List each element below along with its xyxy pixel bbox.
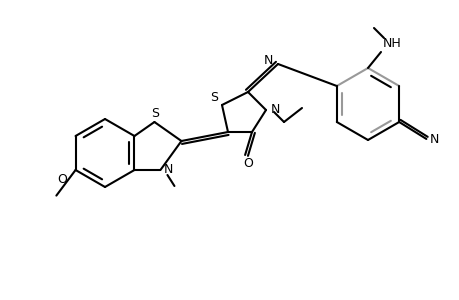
Text: N: N xyxy=(270,103,279,116)
Text: NH: NH xyxy=(382,37,401,50)
Text: O: O xyxy=(57,173,67,186)
Text: S: S xyxy=(210,91,218,103)
Text: N: N xyxy=(163,163,173,176)
Text: O: O xyxy=(243,158,252,170)
Text: N: N xyxy=(263,53,272,67)
Text: N: N xyxy=(429,134,438,146)
Text: S: S xyxy=(151,106,159,119)
